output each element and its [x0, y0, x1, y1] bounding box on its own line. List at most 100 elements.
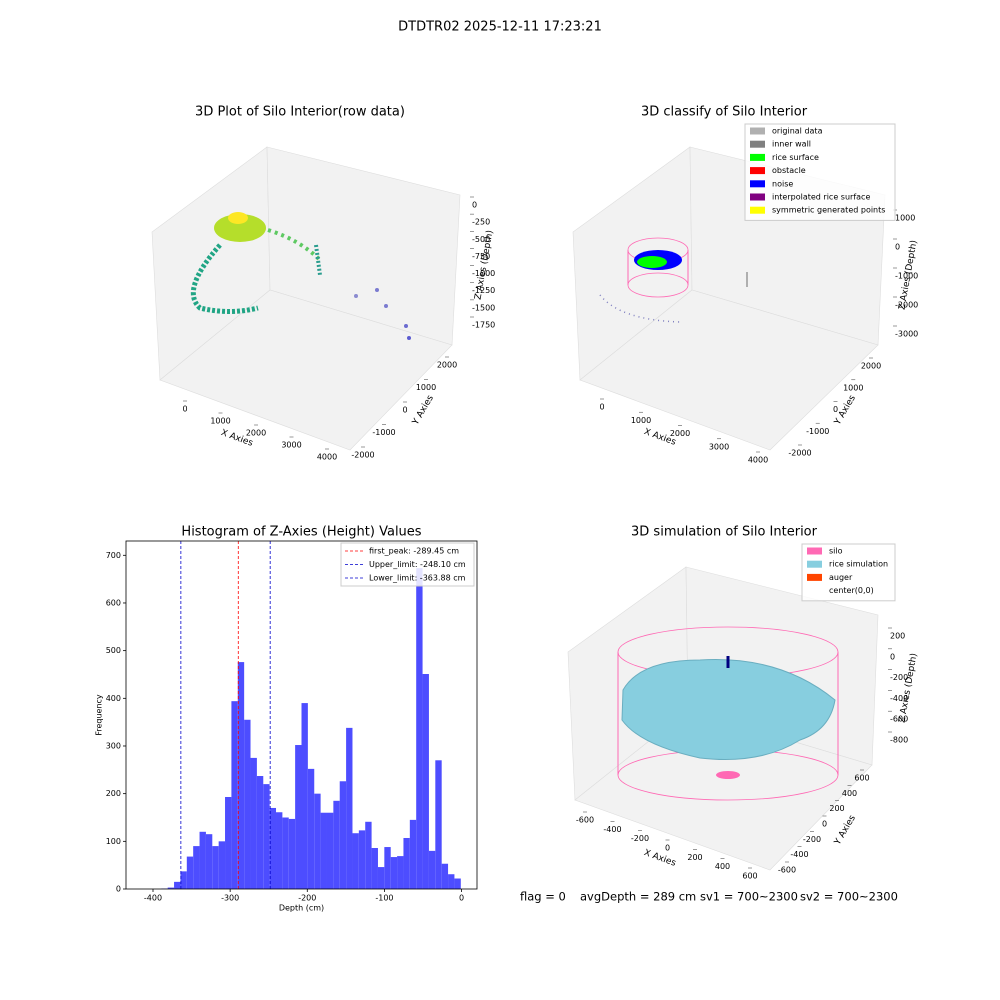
y-axis-label: Frequency	[95, 694, 104, 736]
y-tick-label: 500	[106, 646, 121, 655]
legend-swatch	[750, 140, 765, 148]
z-tick-label: -800	[890, 736, 908, 745]
bar	[326, 812, 334, 889]
x-tick-label: 2000	[246, 429, 266, 438]
z-tick-label: -500	[472, 235, 490, 244]
legend-swatch	[750, 153, 765, 161]
bar	[180, 871, 187, 889]
z-tick-label: 200	[890, 632, 905, 641]
x-tick-label: 600	[742, 872, 757, 881]
y-tick-label: 400	[842, 789, 857, 798]
x-tick-label: 3000	[709, 442, 729, 451]
bar	[263, 784, 270, 889]
x-tick-label: 1000	[210, 417, 230, 426]
bar	[225, 796, 232, 889]
bar	[346, 727, 353, 889]
legend-label: interpolated rice surface	[772, 193, 870, 202]
z-tick-label: -200	[890, 673, 908, 682]
plot-frame	[125, 540, 478, 890]
legend-label: original data	[772, 127, 823, 136]
x-tick-label: 4000	[748, 456, 768, 465]
legend-swatch	[750, 193, 765, 201]
y-tick-label: 0	[833, 405, 838, 414]
silo-simulation	[617, 626, 839, 801]
legend-label: inner wall	[772, 140, 811, 149]
y-tick-label: 200	[829, 804, 844, 813]
y-tick-label: -2000	[351, 451, 374, 460]
x-tick-label: 1000	[631, 416, 651, 425]
bar	[371, 848, 378, 889]
bar	[276, 812, 283, 889]
legend-label: rice simulation	[829, 560, 888, 569]
bar	[307, 768, 315, 889]
bar	[422, 674, 429, 889]
bar	[314, 793, 321, 889]
bar	[256, 776, 264, 889]
bar	[205, 834, 213, 889]
x-tick-label: -200	[631, 834, 649, 843]
footer-text: flag = 0	[520, 890, 566, 904]
y-tick-label: 300	[106, 741, 121, 750]
y-tick-label: 700	[106, 551, 121, 560]
z-tick-label: 0	[895, 243, 900, 252]
bar	[428, 850, 436, 889]
bar	[231, 701, 238, 889]
bar	[295, 745, 302, 889]
bar	[403, 837, 410, 889]
bar	[186, 856, 194, 889]
legend-swatch	[750, 206, 765, 214]
z-tick-label: -1000	[472, 269, 495, 278]
y-tick-label: 100	[106, 837, 121, 846]
y-tick-label: -600	[778, 866, 796, 875]
legend-label: first_peak: -289.45 cm	[369, 547, 459, 556]
legend-swatch	[807, 573, 822, 581]
y-tick-label: 2000	[437, 361, 457, 370]
x-tick-label: 0	[665, 844, 670, 853]
bar	[301, 703, 308, 889]
bar	[441, 863, 449, 889]
bar	[320, 812, 327, 889]
z-tick-label: -750	[472, 252, 490, 261]
bar	[212, 846, 219, 889]
x-tick-label: 2000	[670, 429, 690, 438]
y-tick-label: -200	[803, 835, 821, 844]
chart-title: 3D simulation of Silo Interior	[631, 525, 818, 540]
bar	[218, 841, 226, 889]
z-tick-label: 0	[472, 201, 477, 210]
x-tick-label: -400	[144, 894, 162, 903]
x-tick-label: -400	[603, 825, 621, 834]
bar	[365, 821, 372, 889]
legend-label: auger	[829, 573, 853, 582]
legend-swatch	[750, 167, 765, 175]
y-tick-label: 0	[402, 406, 407, 415]
y-tick-label: -1000	[372, 428, 395, 437]
x-tick-label: 200	[687, 853, 702, 862]
y-tick-label: -400	[790, 850, 808, 859]
bar	[174, 881, 181, 889]
z-tick-label: 0	[890, 652, 895, 661]
y-tick-label: 1000	[416, 383, 436, 392]
bar	[282, 817, 289, 889]
legend-box	[340, 542, 475, 587]
x-tick-label: 4000	[317, 453, 337, 462]
z-tick-label: -1250	[472, 286, 495, 295]
legend-swatch	[750, 127, 765, 135]
x-tick-label: -200	[298, 894, 316, 903]
bar	[454, 878, 461, 889]
bar	[244, 719, 251, 889]
legend-label: Lower_limit: -363.88 cm	[369, 574, 466, 583]
footer-text: sv1 = 700~2300	[700, 890, 798, 904]
y-tick-label: 1000	[843, 383, 863, 392]
bar	[269, 807, 277, 889]
x-tick-label: 0	[599, 403, 604, 412]
footer-text: avgDepth = 289 cm	[580, 890, 696, 904]
bar	[193, 846, 200, 889]
z-tick-label: -1750	[472, 321, 495, 330]
y-tick-label: 200	[106, 789, 121, 798]
bar	[390, 857, 398, 889]
bar	[358, 830, 366, 889]
y-tick-label: -1000	[806, 427, 829, 436]
x-tick-label: -100	[375, 894, 393, 903]
z-tick-label: -2000	[895, 301, 918, 310]
